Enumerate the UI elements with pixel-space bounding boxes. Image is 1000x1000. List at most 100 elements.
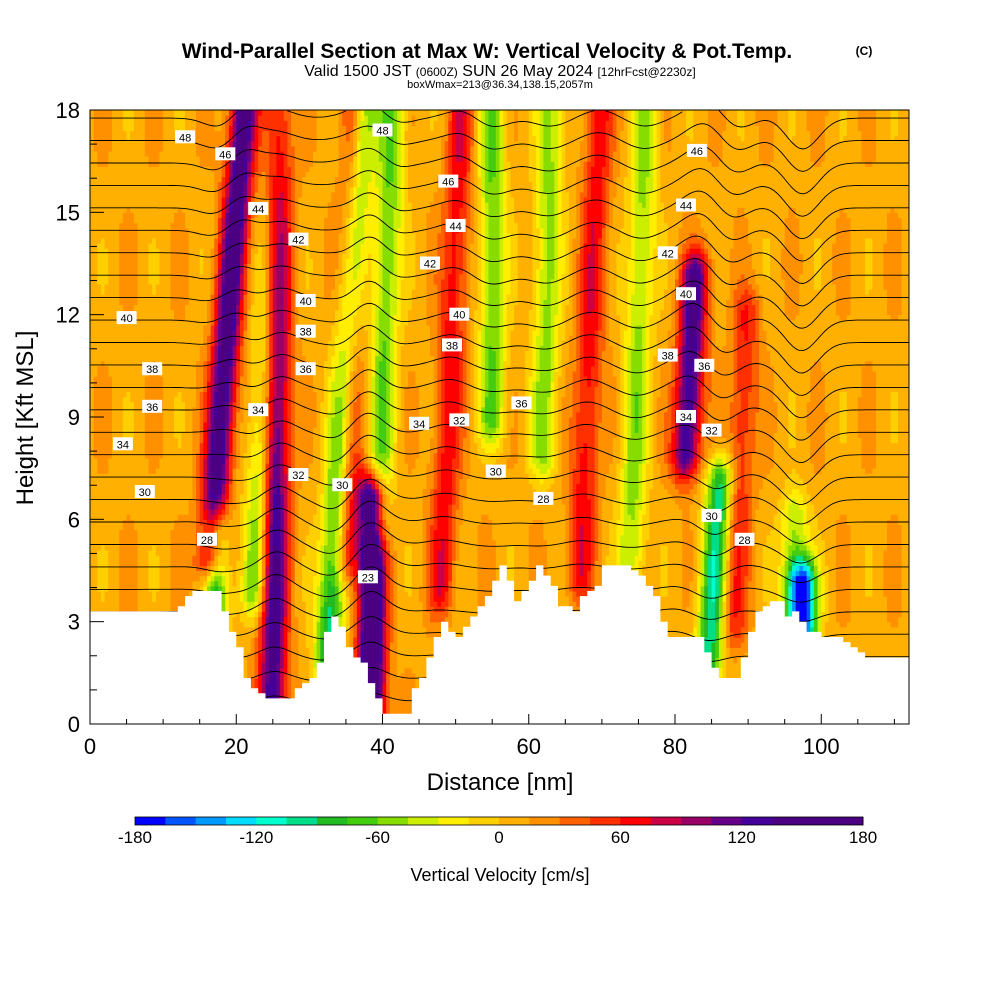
heatmap-cell xyxy=(122,370,128,377)
heatmap-cell xyxy=(225,278,230,285)
heatmap-cell xyxy=(185,463,190,469)
heatmap-cell xyxy=(185,283,190,290)
heatmap-cell xyxy=(207,150,212,157)
heatmap-cell xyxy=(115,529,120,536)
heatmap-cell xyxy=(166,335,172,341)
heatmap-cell xyxy=(185,575,190,582)
heatmap-cell xyxy=(108,488,113,495)
heatmap-cell xyxy=(221,560,226,566)
heatmap-cell xyxy=(166,401,172,408)
heatmap-cell xyxy=(148,278,153,285)
heatmap-cell xyxy=(228,304,234,311)
heatmap-cell xyxy=(163,273,168,280)
heatmap-cell xyxy=(130,324,135,331)
heatmap-cell xyxy=(174,483,179,490)
heatmap-cell xyxy=(166,110,172,116)
heatmap-cell xyxy=(207,391,212,398)
heatmap-cell xyxy=(196,560,201,566)
heatmap-cell xyxy=(137,196,142,203)
heatmap-cell xyxy=(90,376,95,382)
heatmap-cell xyxy=(199,289,204,295)
heatmap-cell xyxy=(217,345,223,352)
heatmap-cell xyxy=(214,498,219,505)
heatmap-cell xyxy=(130,391,135,398)
heatmap-cell xyxy=(174,555,179,561)
heatmap-cell xyxy=(141,447,146,454)
heatmap-cell xyxy=(188,237,193,244)
heatmap-cell xyxy=(203,314,208,321)
heatmap-cell xyxy=(108,601,113,607)
heatmap-cell xyxy=(170,130,175,137)
heatmap-cell xyxy=(155,268,161,275)
heatmap-cell xyxy=(104,156,109,162)
heatmap-cell xyxy=(228,550,234,556)
heatmap-cell xyxy=(196,181,201,188)
heatmap-cell xyxy=(144,304,150,311)
heatmap-cell xyxy=(155,544,161,551)
heatmap-cell xyxy=(97,176,102,183)
heatmap-cell xyxy=(108,447,113,454)
heatmap-cell xyxy=(181,457,186,464)
heatmap-cell xyxy=(155,110,161,116)
heatmap-cell xyxy=(207,115,212,121)
heatmap-cell xyxy=(232,314,237,321)
heatmap-cell xyxy=(100,171,106,178)
heatmap-cell xyxy=(108,417,113,423)
heatmap-cell xyxy=(141,391,146,398)
heatmap-cell xyxy=(100,550,106,556)
heatmap-cell xyxy=(188,232,193,239)
heatmap-cell xyxy=(181,529,186,536)
heatmap-cell xyxy=(159,534,164,541)
heatmap-cell xyxy=(210,314,215,321)
heatmap-cell xyxy=(225,381,230,387)
heatmap-cell xyxy=(130,253,135,259)
heatmap-cell xyxy=(166,330,172,336)
heatmap-cell xyxy=(199,483,204,490)
heatmap-cell xyxy=(214,550,219,556)
heatmap-cell xyxy=(126,145,131,152)
heatmap-cell xyxy=(141,376,146,382)
heatmap-cell xyxy=(217,509,223,515)
heatmap-cell xyxy=(126,191,131,198)
heatmap-cell xyxy=(104,237,109,244)
heatmap-cell xyxy=(148,345,153,352)
heatmap-cell xyxy=(239,411,245,418)
heatmap-cell xyxy=(148,560,153,566)
heatmap-cell xyxy=(144,442,150,449)
heatmap-cell xyxy=(181,120,186,126)
heatmap-cell xyxy=(228,590,234,597)
heatmap-cell xyxy=(152,243,157,249)
heatmap-cell xyxy=(214,237,219,244)
heatmap-cell xyxy=(196,437,201,444)
heatmap-cell xyxy=(90,186,95,193)
heatmap-cell xyxy=(177,570,183,577)
heatmap-cell xyxy=(90,330,95,336)
heatmap-cell xyxy=(163,222,168,229)
heatmap-cell xyxy=(97,324,102,331)
heatmap-cell xyxy=(163,396,168,403)
heatmap-cell xyxy=(170,345,175,352)
heatmap-cell xyxy=(163,319,168,326)
heatmap-cell xyxy=(133,176,139,183)
heatmap-cell xyxy=(207,350,212,357)
heatmap-cell xyxy=(177,590,183,597)
heatmap-cell xyxy=(148,432,153,439)
heatmap-cell xyxy=(214,417,219,423)
heatmap-cell xyxy=(111,191,117,198)
heatmap-cell xyxy=(228,601,234,607)
heatmap-cell xyxy=(163,585,168,592)
heatmap-cell xyxy=(166,391,172,398)
heatmap-cell xyxy=(144,232,150,239)
heatmap-cell xyxy=(174,263,179,270)
heatmap-cell xyxy=(126,140,131,147)
heatmap-cell xyxy=(159,176,164,183)
heatmap-cell xyxy=(155,237,161,244)
heatmap-cell xyxy=(108,145,113,152)
heatmap-cell xyxy=(90,202,95,208)
heatmap-cell xyxy=(111,176,117,183)
heatmap-cell xyxy=(166,171,172,178)
heatmap-cell xyxy=(177,396,183,403)
heatmap-cell xyxy=(174,534,179,541)
heatmap-cell xyxy=(108,381,113,387)
heatmap-cell xyxy=(133,370,139,377)
